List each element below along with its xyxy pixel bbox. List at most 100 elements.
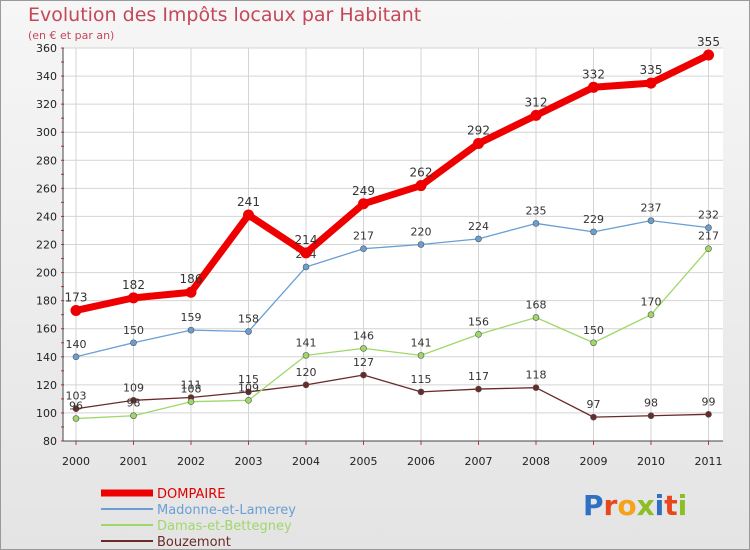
y-tick-label: 220 (36, 239, 57, 252)
data-label: 117 (468, 370, 489, 383)
x-tick-label: 2009 (580, 455, 608, 468)
data-label: 141 (411, 336, 432, 349)
data-label: 140 (66, 338, 87, 351)
data-label: 158 (238, 313, 259, 326)
data-label: 292 (467, 123, 490, 137)
legend-label-1: Madonne-et-Lamerey (157, 503, 296, 518)
x-tick-label: 2000 (62, 455, 90, 468)
x-tick-label: 2010 (637, 455, 665, 468)
y-tick-label: 80 (43, 435, 57, 448)
data-label: 98 (127, 397, 141, 410)
chart-title: Evolution des Impôts locaux par Habitant (28, 4, 422, 26)
y-tick-label: 100 (36, 407, 57, 420)
data-label: 217 (698, 230, 719, 243)
series-line-2 (75, 248, 710, 420)
data-label: 97 (587, 398, 601, 411)
data-point (243, 209, 254, 221)
data-label: 109 (238, 381, 259, 394)
data-point (302, 381, 310, 389)
data-point (360, 345, 367, 352)
data-label: 249 (352, 184, 375, 198)
data-label: 235 (526, 204, 547, 217)
data-point (187, 326, 195, 334)
data-label: 237 (641, 202, 662, 215)
data-label: 150 (123, 324, 144, 337)
x-tick-label: 2001 (120, 455, 148, 468)
data-point (473, 137, 484, 149)
data-point (245, 396, 252, 404)
data-point (128, 292, 139, 304)
data-label: 168 (526, 298, 547, 311)
data-point (703, 49, 714, 61)
data-label: 182 (122, 278, 145, 292)
data-label: 111 (181, 378, 202, 391)
data-label: 108 (181, 383, 202, 396)
data-point (590, 413, 597, 421)
data-point (590, 339, 597, 347)
data-point (475, 331, 482, 338)
data-point (302, 263, 310, 271)
x-tick-label: 2005 (350, 455, 378, 468)
data-point (130, 339, 137, 347)
data-point (532, 314, 540, 321)
data-label: 355 (697, 35, 720, 49)
data-label: 146 (353, 329, 374, 342)
data-point (475, 385, 482, 393)
data-label: 115 (411, 373, 432, 386)
data-point (72, 415, 80, 422)
data-point (475, 235, 482, 243)
data-point (70, 304, 82, 316)
y-tick-label: 120 (36, 379, 57, 392)
y-tick-label: 300 (36, 126, 57, 139)
y-tick-label: 260 (36, 182, 57, 195)
data-point (245, 388, 252, 396)
data-label: 118 (526, 369, 547, 382)
proxiti-logo: Proxiti (583, 489, 688, 522)
y-tick-label: 240 (36, 210, 57, 223)
series-line-3 (75, 374, 710, 418)
series-line-1 (75, 219, 710, 358)
data-point (532, 220, 540, 227)
data-label: 241 (237, 195, 260, 209)
x-tick-label: 2007 (465, 455, 493, 468)
data-label: 159 (181, 311, 202, 324)
legend-label-3: Bouzemont (157, 535, 231, 549)
data-label: 170 (641, 296, 662, 309)
data-label: 120 (296, 366, 317, 379)
y-tick-label: 180 (36, 295, 57, 308)
data-point (705, 411, 712, 418)
data-label: 96 (69, 400, 83, 413)
data-point (417, 241, 425, 248)
data-label: 312 (525, 95, 548, 109)
x-tick-label: 2004 (292, 455, 320, 468)
y-tick-label: 280 (36, 154, 57, 167)
data-label: 127 (353, 356, 374, 369)
data-point (590, 228, 597, 236)
data-point (358, 198, 369, 210)
y-tick-label: 360 (36, 42, 57, 55)
data-point (245, 328, 252, 335)
data-point (360, 245, 367, 253)
legend-label-2: Damas-et-Bettegney (157, 519, 292, 534)
x-tick-label: 2008 (522, 455, 550, 468)
data-label: 103 (66, 390, 87, 403)
data-point (647, 217, 655, 224)
x-tick-label: 2002 (177, 455, 205, 468)
y-tick-label: 340 (36, 70, 57, 83)
data-point (705, 224, 712, 231)
series-line-0 (72, 51, 712, 314)
data-point (417, 352, 425, 359)
data-label: 99 (702, 395, 716, 408)
data-label: 115 (238, 373, 259, 386)
data-label: 224 (468, 220, 489, 233)
y-tick-label: 200 (36, 267, 57, 280)
data-point (72, 405, 80, 413)
chart-subtitle: (en € et par an) (28, 29, 115, 42)
data-point (647, 412, 655, 420)
data-point (417, 388, 425, 396)
y-tick-label: 140 (36, 351, 57, 364)
data-label: 229 (583, 213, 604, 226)
data-label: 98 (644, 397, 658, 410)
data-label: 232 (698, 209, 719, 222)
